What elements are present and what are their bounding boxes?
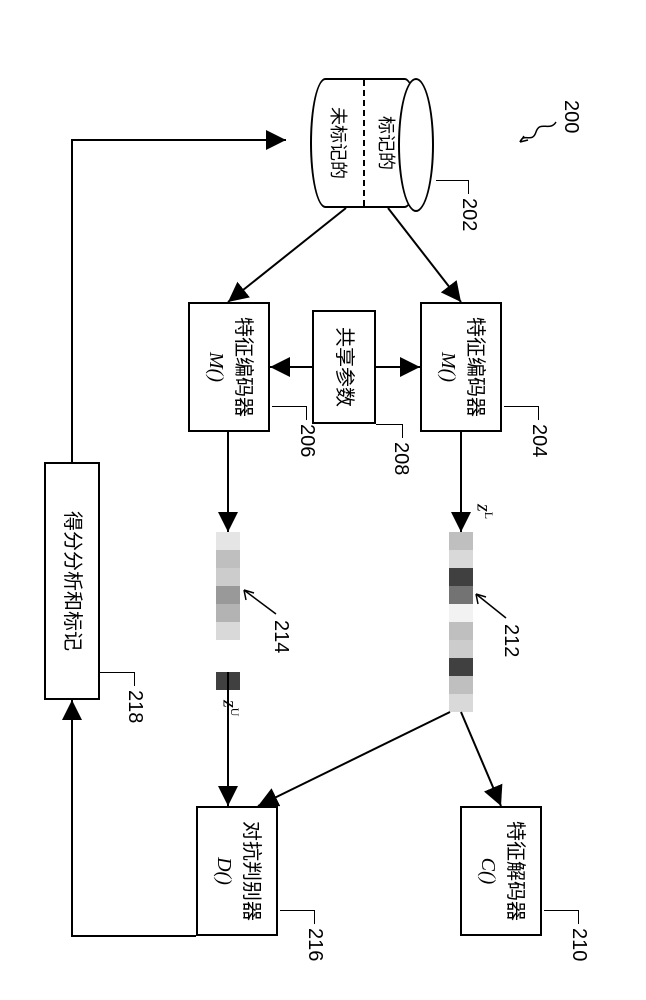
database-cylinder: 标记的 未标记的 [310,78,420,208]
vector-cell [449,640,473,658]
score-label: 得分分析和标记 [59,511,86,651]
zU-symbol: zU [217,700,242,716]
ref-lead-204 [504,406,538,407]
feature-encoder-top: 特征编码器 M() [420,302,502,432]
vector-cell [449,694,473,712]
arrow-disc-to-score [72,700,196,936]
ref-arrow-214 [238,584,278,624]
adversarial-discriminator: 对抗判别器 D() [196,806,278,936]
ref-lead-216 [280,910,314,911]
shared-label: 共享参数 [331,327,358,407]
ref-210: 210 [567,928,590,961]
ref-arrow-212 [468,588,508,628]
arrow-zL-to-dec [461,712,501,806]
ref-204: 204 [527,424,550,457]
arrow-db-to-enc-bot [228,208,346,302]
vector-cell [216,550,240,568]
ref-216: 216 [303,928,326,961]
ref-206: 206 [295,424,318,457]
score-analysis: 得分分析和标记 [44,462,100,700]
arrow-db-to-enc-top [388,208,461,302]
vector-cell [216,586,240,604]
dec-label: 特征解码器 [501,821,528,921]
vector-cell [216,672,240,690]
diagram-stage: 200 标记的 未标记的 202 特征编码器 M() 204 特征编码器 M()… [0,0,646,1000]
zL-sup: L [482,512,496,519]
dec-fn: C() [474,858,501,885]
ref-lead-202 [436,180,468,181]
enc-top-label: 特征编码器 [461,317,488,417]
ref-202: 202 [457,198,480,231]
feature-decoder: 特征解码器 C() [460,806,542,936]
ref-212: 212 [499,624,522,657]
arrow-zL-to-disc [258,712,450,806]
disc-fn: D() [210,857,237,885]
vector-cell [216,622,240,640]
vector-cell [449,532,473,550]
db-label-bottom: 未标记的 [326,80,352,206]
ref-lead-208 [376,424,402,425]
vector-cell [449,568,473,586]
figure-ref-squiggle [518,118,558,154]
zU-sup: U [228,708,242,717]
vector-cell [449,676,473,694]
enc-bot-label: 特征编码器 [229,317,256,417]
shared-params: 共享参数 [312,310,376,424]
vector-cell [449,658,473,676]
zU-z: z [218,700,240,708]
vector-cell [449,550,473,568]
feature-vector-zU [216,532,240,640]
enc-bot-fn: M() [202,352,229,382]
figure-ref: 200 [559,100,582,133]
ref-lead-210 [544,910,578,911]
ref-214: 214 [269,620,292,653]
feature-encoder-bottom: 特征编码器 M() [188,302,270,432]
ref-lead-218 [100,672,134,673]
ref-218: 218 [123,690,146,723]
vector-cell [216,568,240,586]
db-divider [363,80,365,206]
ref-208: 208 [389,442,412,475]
ref-lead-206 [272,406,306,407]
vector-cell [216,532,240,550]
zL-z: z [472,504,494,512]
vector-cell [216,604,240,622]
enc-top-fn: M() [434,352,461,382]
feature-vector-zU-extra [216,672,240,690]
zL-symbol: zL [471,504,496,519]
disc-label: 对抗判别器 [237,821,264,921]
db-label-top: 标记的 [374,80,400,206]
